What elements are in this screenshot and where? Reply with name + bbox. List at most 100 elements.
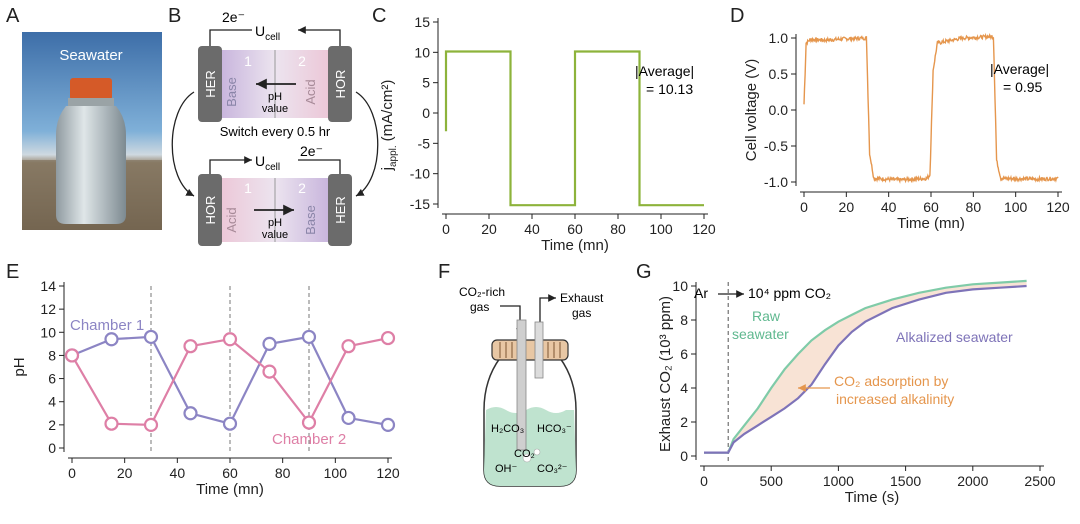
gas-switch-co2: 10⁴ ppm CO₂: [748, 285, 831, 301]
adsorption-shaded-area: [704, 280, 1027, 453]
y-tick-label: -1.0: [764, 174, 788, 190]
top-left-electrode: [198, 46, 222, 122]
bottom-left-zone: Acid: [224, 207, 239, 232]
chamber1-point: [262, 336, 277, 351]
bottom-left-electrode-label: HOR: [203, 196, 218, 225]
bottom-ph-text: pH: [268, 217, 282, 229]
panel-d-average-label: |Average|: [990, 61, 1049, 77]
x-tick-label: 60: [567, 221, 583, 237]
y-tick-label: 4: [48, 394, 56, 410]
x-tick-label: 80: [966, 199, 982, 215]
chamber2-point: [183, 339, 198, 354]
y-tick-label: 12: [40, 301, 56, 317]
seawater-photo: Seawater: [22, 32, 162, 230]
y-tick-label: 0: [422, 105, 430, 121]
panel-e-ph-chart: 0 20 40 60 80 100 120 0 2 4 6 8 10 12 14 Time (mn) pH: [11, 278, 400, 498]
bottom-left-electrode: [198, 174, 222, 246]
gas-switch-ar: Ar: [694, 285, 708, 301]
chamber1-point: [341, 410, 356, 426]
x-axis-label: Time (s): [845, 489, 899, 506]
y-tick-label: -0.5: [764, 138, 788, 154]
top-ucell-label: Ucell: [255, 23, 280, 43]
inlet-tube: [516, 319, 527, 451]
x-tick-label: 0: [68, 465, 76, 481]
y-tick-label: 10: [672, 278, 688, 294]
y-axis-label: Cell voltage (V): [743, 59, 760, 162]
bottom-circuit-wire-left: [209, 156, 252, 174]
top-chamber1-number: 1: [244, 53, 252, 69]
x-tick-label: 60: [923, 199, 939, 215]
x-tick-label: 40: [881, 199, 897, 215]
chamber2-point: [104, 416, 119, 431]
x-tick-label: 80: [610, 221, 626, 237]
panel-f-label: F: [438, 261, 450, 283]
bottom-chamber1-number: 1: [244, 180, 252, 196]
species-co2: CO₂: [514, 448, 535, 460]
y-tick-label: 8: [680, 312, 688, 328]
alkalized-seawater-line: [704, 284, 1027, 454]
chamber1-point: [380, 417, 396, 432]
x-axis-label: Time (mn): [897, 215, 965, 232]
outlet-arrow: [539, 294, 556, 330]
outlet-tube: [534, 321, 544, 379]
chamber2-point: [64, 348, 80, 363]
x-axis-label: Time (mn): [196, 481, 264, 498]
bottle-cap: [70, 78, 112, 100]
raw-seawater-line: [704, 279, 1027, 454]
top-ph-value-text: value: [262, 103, 288, 115]
switch-arrow-left: [171, 91, 195, 197]
current-density-line: [444, 50, 704, 207]
glass-bottle: [56, 106, 126, 224]
raw-seawater-label-line1: Raw: [752, 308, 781, 324]
switch-arrow-right: [355, 91, 379, 197]
x-tick-label: 500: [760, 473, 784, 489]
top-chamber2-number: 2: [298, 53, 306, 69]
y-tick-label: -5: [418, 135, 431, 151]
x-tick-label: 20: [481, 221, 497, 237]
x-tick-label: 20: [839, 199, 855, 215]
y-tick-label: 2: [48, 417, 56, 433]
panel-d-label: D: [730, 5, 744, 27]
jar-lid: [491, 339, 569, 361]
panel-b-label: B: [168, 5, 181, 27]
panel-g-exhaust-chart: 0 500 1000 1500 2000 2500 0 2 4 6 8 10 Time (s): [672, 278, 1055, 506]
x-tick-label: 2000: [957, 473, 988, 489]
panel-g-ylabel: Exhaust CO₂ (10³ ppm): [657, 296, 674, 452]
y-tick-label: 15: [414, 14, 430, 30]
adsorption-label-line1: CO₂ adsorption by: [834, 373, 948, 389]
panel-g-label: G: [636, 261, 652, 283]
panel-d-voltage-chart: 0 20 40 60 80 100 120 -1.0 -0.5 0.0 0.5 1.0 Time (mn…: [743, 30, 1070, 232]
x-tick-label: 40: [524, 221, 540, 237]
bottom-chamber2-number: 2: [298, 180, 306, 196]
chamber2-point: [222, 332, 238, 347]
chamber2-point: [341, 339, 356, 354]
raw-seawater-label-line2: seawater: [732, 326, 789, 342]
y-tick-label: 10: [414, 44, 430, 60]
x-tick-label: 1500: [890, 473, 921, 489]
photo-caption: Seawater: [59, 47, 122, 64]
x-axis-label: Time (mn): [541, 237, 609, 254]
y-tick-label: 1.0: [769, 30, 789, 46]
y-axis-label: pH: [11, 357, 28, 376]
chamber1-point: [183, 406, 198, 421]
panel-a-label: A: [6, 5, 20, 27]
top-left-zone: Base: [224, 77, 239, 107]
chamber2-point: [380, 330, 396, 346]
top-circuit-wire-right: [298, 26, 341, 46]
x-tick-label: 20: [117, 465, 133, 481]
y-tick-label: 2: [680, 414, 688, 430]
top-circuit-wire-left: [209, 29, 252, 46]
x-tick-label: 40: [170, 465, 186, 481]
outlet-gas-line2: gas: [572, 306, 591, 320]
chamber1-label: Chamber 1: [70, 317, 144, 334]
chamber1-point: [104, 332, 119, 347]
chamber2-point: [143, 417, 159, 432]
cell-schematic-top: 2e⁻ Ucell HER HOR 1 2 Base Acid pH value: [198, 9, 352, 122]
x-tick-label: 0: [800, 199, 808, 215]
bottom-ph-value-text: value: [262, 229, 288, 241]
cell-schematic-bottom: Ucell 2e⁻ HOR HER 1 2 Acid Base pH value: [198, 143, 352, 246]
outlet-gas-line1: Exhaust: [560, 291, 604, 305]
top-right-zone: Acid: [303, 79, 318, 104]
y-tick-label: 5: [422, 75, 430, 91]
alkalized-seawater-label: Alkalized seawater: [896, 329, 1013, 345]
